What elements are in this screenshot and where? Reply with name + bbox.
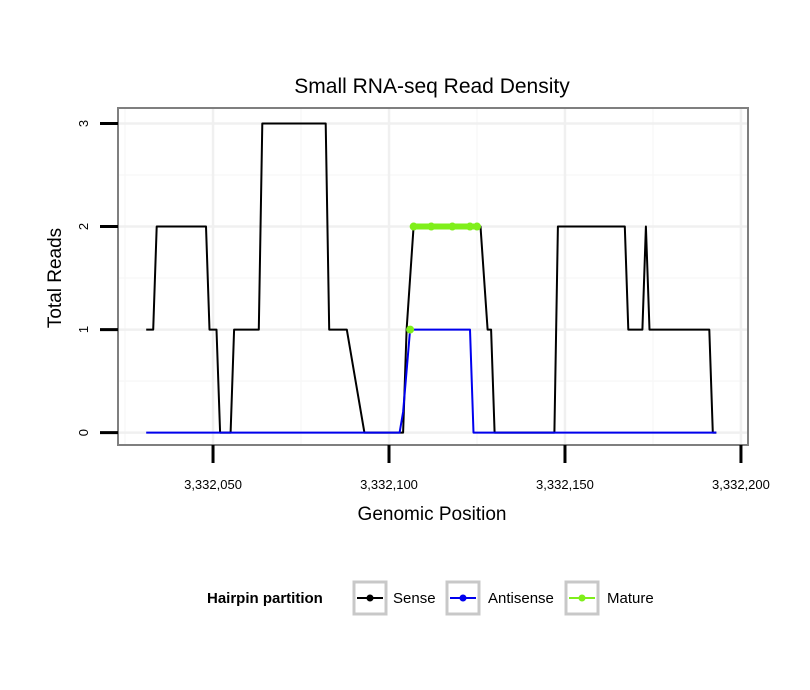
legend-label-sense: Sense [393, 590, 436, 607]
legend-title: Hairpin partition [207, 590, 323, 607]
legend-dot-sense [366, 594, 374, 602]
mature-point [406, 325, 415, 334]
legend-item-sense: Sense [352, 580, 436, 616]
x-axis: 3,332,050 3,332,100 3,332,150 3,332,200 [184, 445, 770, 492]
legend-dot-mature [578, 594, 586, 602]
legend: Hairpin partition Sense Antisense Mature [207, 580, 654, 616]
x-tick-label: 3,332,150 [536, 477, 594, 492]
mature-point [472, 222, 481, 231]
mature-point [409, 222, 418, 231]
gridlines [119, 109, 747, 444]
legend-item-antisense: Antisense [445, 580, 554, 616]
legend-label-antisense: Antisense [488, 590, 554, 607]
chart-title: Small RNA-seq Read Density [294, 75, 570, 98]
y-axis-label: Total Reads [45, 228, 66, 328]
x-tick-label: 3,332,100 [360, 477, 418, 492]
plot-panel [117, 107, 749, 446]
legend-label-mature: Mature [607, 590, 654, 607]
y-tick-label: 2 [76, 223, 91, 230]
mature-point [465, 222, 474, 231]
x-tick-label: 3,332,200 [712, 477, 770, 492]
series-layer [146, 122, 717, 434]
y-tick-label: 3 [76, 120, 91, 127]
legend-item-mature: Mature [564, 580, 654, 616]
y-tick-label: 0 [76, 429, 91, 436]
x-tick-label: 3,332,050 [184, 477, 242, 492]
y-axis: 0 1 2 3 [76, 120, 118, 436]
mature-point [448, 222, 457, 231]
legend-dot-antisense [459, 594, 467, 602]
y-tick-label: 1 [76, 326, 91, 333]
x-axis-label: Genomic Position [358, 504, 507, 525]
mature-point [427, 222, 436, 231]
